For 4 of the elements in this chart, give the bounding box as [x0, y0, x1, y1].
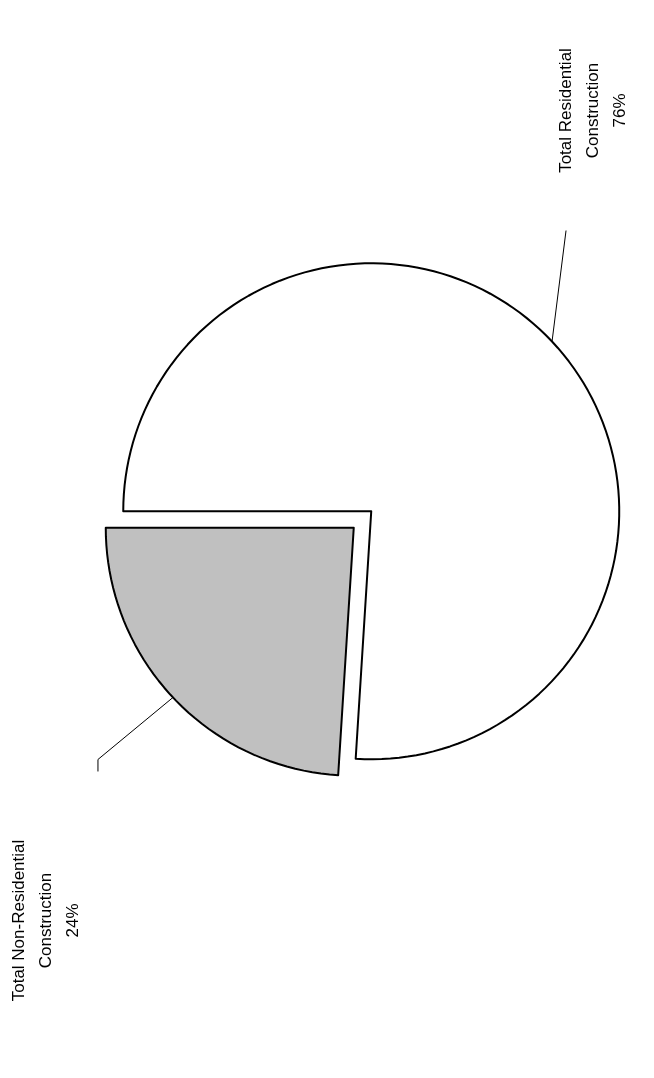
data-label: 76%: [610, 93, 629, 128]
slice-label: Total Non-Residential Construction: [9, 839, 55, 1002]
slice-label: Total Residential Construction: [556, 48, 602, 173]
data-label: 24%: [63, 903, 82, 938]
